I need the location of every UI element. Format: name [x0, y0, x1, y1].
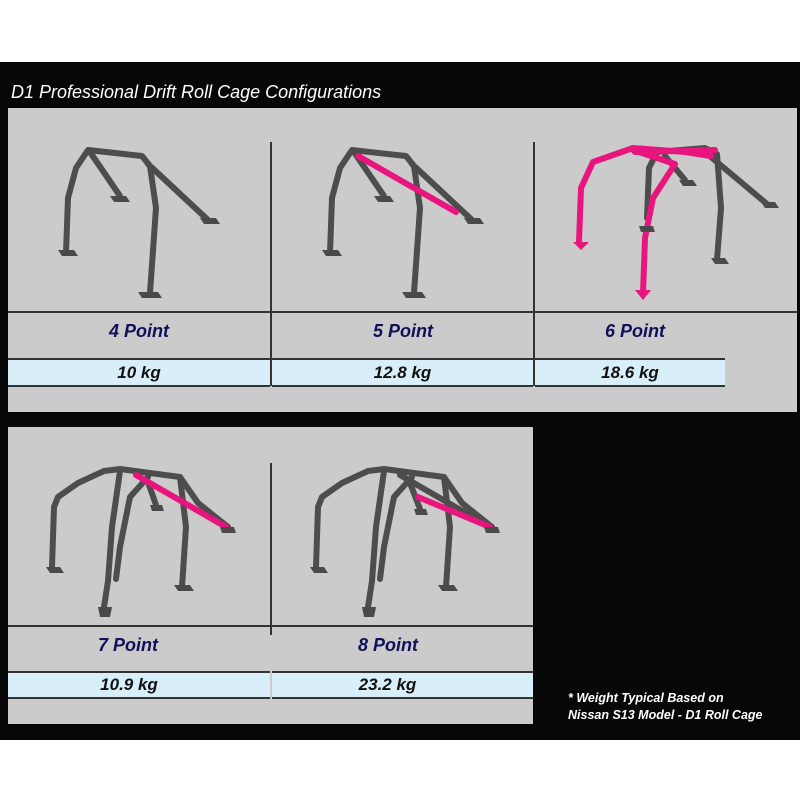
bottom-panel: 7 Point 8 Point 10.9 kg 23.2 kg [8, 427, 533, 724]
divider [533, 142, 535, 386]
config-label: 5 Point [372, 321, 433, 341]
top-panel: 4 Point 5 Point 6 Point 10 kg 12.8 kg 18… [8, 108, 797, 412]
divider [270, 463, 272, 635]
divider [8, 625, 533, 627]
footnote-line: Nissan S13 Model - D1 Roll Cage [568, 708, 763, 722]
divider [8, 311, 797, 313]
footnote-line: * Weight Typical Based on [568, 691, 724, 705]
config-weight: 23.2 kg [272, 671, 533, 699]
divider [270, 142, 272, 386]
config-label: 4 Point [108, 321, 169, 341]
config-label: 6 Point [604, 321, 665, 341]
cage-4-point-image [58, 147, 220, 298]
cage-8-point-image [310, 466, 500, 617]
config-label: 7 Point [97, 635, 158, 655]
config-weight: 18.6 kg [535, 358, 725, 387]
page-title: D1 Professional Drift Roll Cage Configur… [11, 82, 382, 102]
config-label: 8 Point [357, 635, 418, 655]
cage-7-point-image [46, 466, 236, 617]
config-weight: 10 kg [8, 358, 270, 387]
cage-6-point-image [573, 145, 779, 300]
config-weight: 12.8 kg [272, 358, 533, 387]
config-weight: 10.9 kg [8, 671, 270, 699]
footnote: * Weight Typical Based on Nissan S13 Mod… [568, 690, 763, 724]
cage-5-point-image [322, 147, 484, 298]
